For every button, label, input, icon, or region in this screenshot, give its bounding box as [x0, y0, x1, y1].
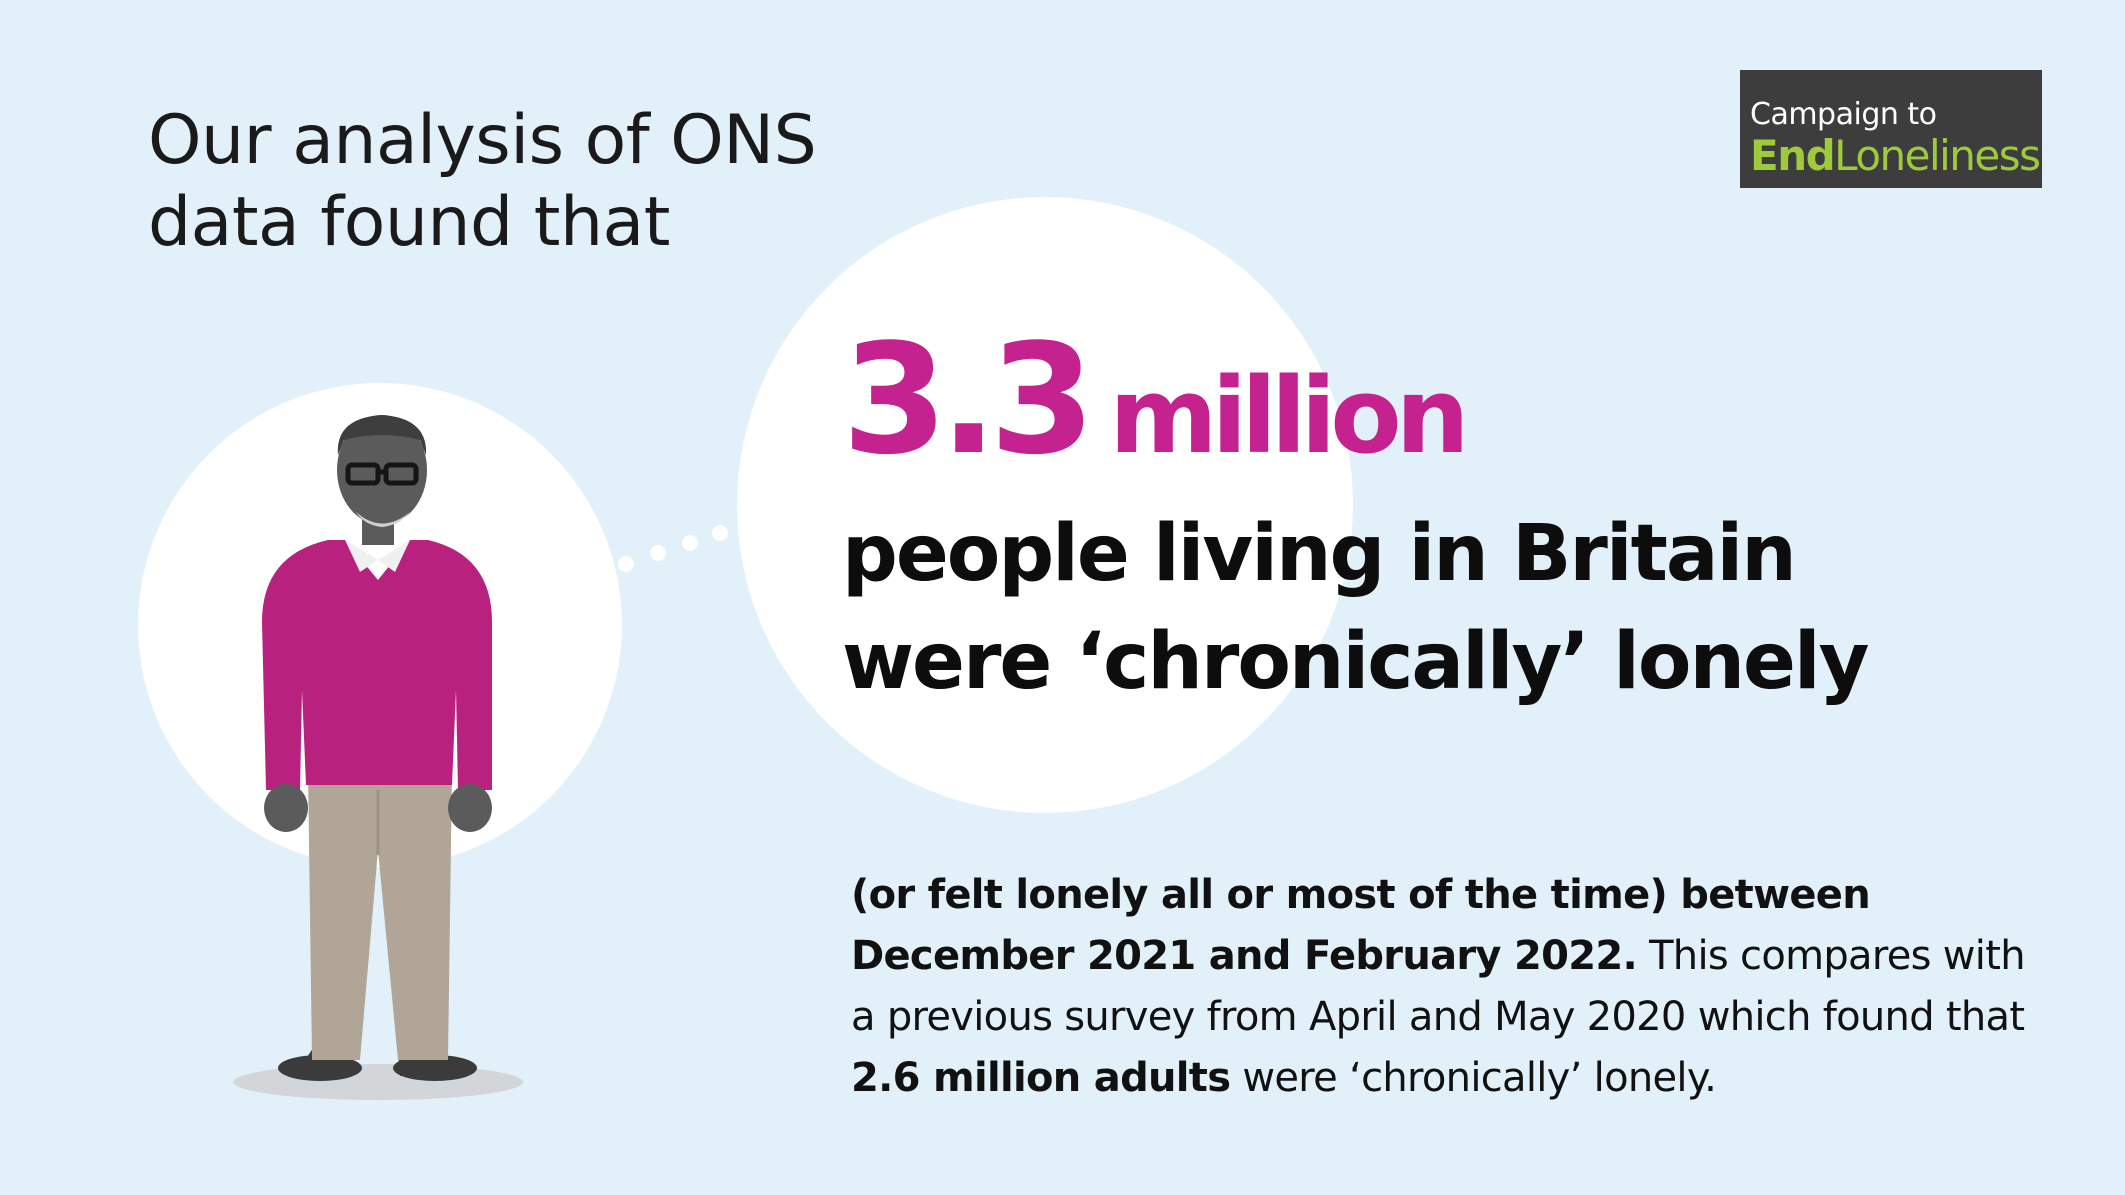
logo-loneliness: Loneliness [1834, 131, 2041, 180]
detail-text-1: This compares with a previous survey fro… [851, 933, 2026, 1040]
intro-line-1: Our analysis of ONS [148, 101, 817, 180]
detail-bold-1: (or felt lonely all or most of the time)… [851, 872, 1871, 979]
detail-text-2: were ‘chronically’ lonely. [1230, 1055, 1717, 1101]
headline-unit: million [1109, 355, 1469, 477]
logo-end: End [1750, 131, 1836, 180]
headline-statement: people living in Britain were ‘chronical… [842, 500, 1870, 716]
intro-text: Our analysis of ONS data found that [148, 100, 908, 264]
headline-number: 3.3 [842, 311, 1095, 488]
statement-line-2: were ‘chronically’ lonely [842, 617, 1870, 707]
logo-line-1: Campaign to [1750, 97, 1937, 132]
trousers [308, 770, 452, 1060]
intro-line-2: data found that [148, 183, 670, 262]
detail-bold-2: 2.6 million adults [851, 1055, 1231, 1101]
glasses [345, 462, 419, 486]
statement-line-1: people living in Britain [842, 509, 1797, 599]
headline-figure: 3.3 million [842, 320, 1470, 496]
older-man-icon [233, 415, 523, 1100]
logo-line-2: EndLoneliness [1750, 134, 2042, 178]
campaign-logo: Campaign to EndLoneliness [1740, 70, 2042, 188]
figure-shadow [233, 1064, 523, 1100]
thought-bubble [737, 197, 1353, 813]
detail-paragraph: (or felt lonely all or most of the time)… [851, 865, 2031, 1109]
thought-dots [618, 525, 728, 572]
